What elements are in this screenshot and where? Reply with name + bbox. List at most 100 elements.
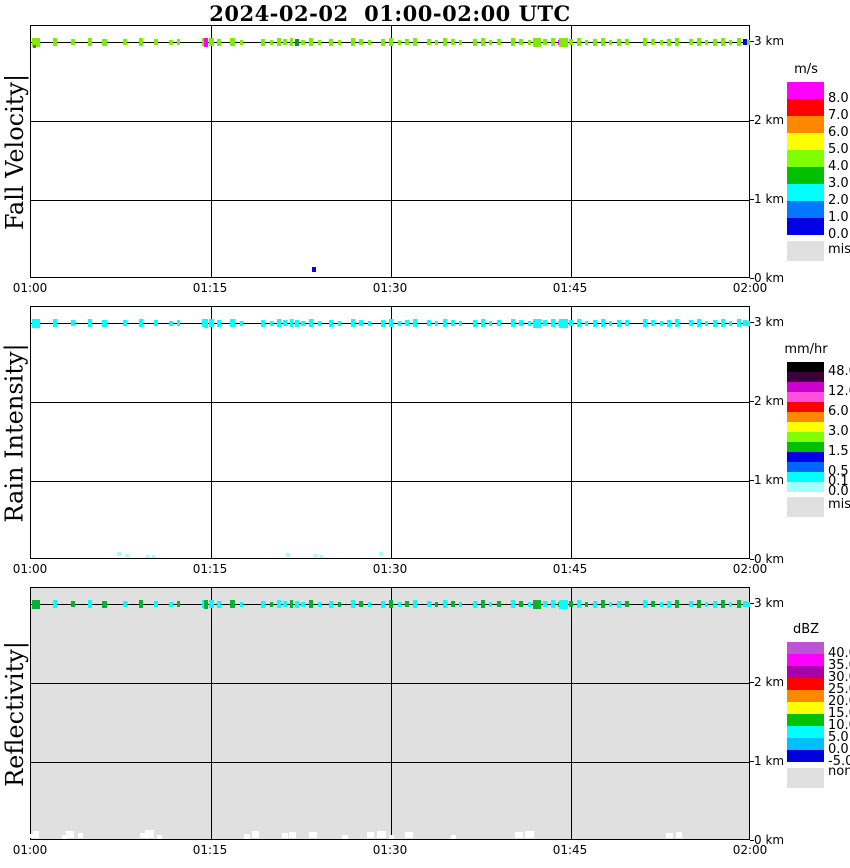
colorbar-unit-fall-velocity: m/s xyxy=(794,62,818,77)
data-mark xyxy=(283,320,287,326)
data-mark xyxy=(609,602,612,607)
data-mark xyxy=(289,832,296,838)
data-mark xyxy=(666,833,673,838)
data-mark xyxy=(747,602,750,607)
x-tick-label: 01:00 xyxy=(12,281,48,295)
data-mark xyxy=(154,601,158,607)
data-mark xyxy=(102,320,107,327)
data-mark xyxy=(729,602,732,607)
colorbar-segment xyxy=(787,678,824,690)
km-tick-stub xyxy=(750,761,754,762)
data-mark xyxy=(88,319,92,327)
data-mark xyxy=(329,320,333,327)
colorbar-segment xyxy=(787,372,824,382)
data-mark xyxy=(511,319,515,327)
data-mark xyxy=(88,38,92,46)
km-tick-label: 2 km xyxy=(754,113,785,127)
data-mark xyxy=(66,831,74,838)
data-mark xyxy=(123,601,127,607)
colorbar-unit-rain-intensity: mm/hr xyxy=(784,342,828,357)
data-mark xyxy=(177,39,180,45)
km-tick-label: 3 km xyxy=(754,315,785,329)
data-mark xyxy=(721,38,725,46)
data-mark xyxy=(451,601,455,607)
km-tick-stub xyxy=(750,401,754,402)
data-mark xyxy=(125,554,129,557)
data-mark xyxy=(389,319,393,327)
km-tick-label: 1 km xyxy=(754,192,785,206)
data-mark xyxy=(177,320,180,326)
ylabel-fall-velocity-text: Fall Velocity| xyxy=(1,73,29,230)
data-mark xyxy=(389,38,393,46)
data-mark xyxy=(270,321,273,326)
data-mark xyxy=(204,600,208,609)
data-mark xyxy=(261,39,265,46)
data-mark xyxy=(139,319,143,327)
data-mark xyxy=(261,601,265,608)
data-mark xyxy=(660,321,663,326)
data-mark xyxy=(413,319,417,327)
data-mark xyxy=(359,320,363,326)
data-mark xyxy=(204,319,208,328)
colorbar-segment xyxy=(787,116,824,133)
colorbar-segment xyxy=(787,218,824,235)
data-mark xyxy=(601,600,605,608)
data-mark xyxy=(270,602,273,607)
data-mark xyxy=(625,601,629,607)
data-mark xyxy=(743,39,747,45)
data-mark xyxy=(277,38,281,46)
x-tick-label: 01:00 xyxy=(12,562,48,576)
data-mark xyxy=(277,319,281,327)
colorbar-segment xyxy=(787,690,824,702)
data-mark xyxy=(459,321,462,326)
data-mark xyxy=(625,39,629,45)
data-mark xyxy=(593,39,597,46)
x-tick-label: 02:00 xyxy=(732,562,768,576)
colorbar-segment xyxy=(787,167,824,184)
data-mark xyxy=(145,830,154,838)
data-mark xyxy=(318,602,321,607)
x-tick-label: 01:30 xyxy=(372,843,408,857)
colorbar-value-label: 30.0 xyxy=(828,670,850,685)
chart-title: 2024-02-02 01:00-02:00 UTC xyxy=(209,1,571,26)
data-mark xyxy=(481,319,485,327)
data-mark xyxy=(252,831,259,838)
data-mark xyxy=(551,319,555,327)
data-mark xyxy=(146,555,149,558)
colorbar-segment xyxy=(787,726,824,738)
data-mark xyxy=(689,601,693,607)
colorbar-segment xyxy=(787,422,824,432)
data-mark xyxy=(660,40,663,45)
colorbar-value-label: 35.0 xyxy=(828,658,850,673)
data-mark xyxy=(381,601,385,608)
data-mark xyxy=(261,320,265,327)
colorbar-missing-label-fall-velocity: miss xyxy=(828,242,850,257)
data-mark xyxy=(729,40,732,45)
data-mark xyxy=(435,40,438,45)
data-mark xyxy=(519,39,523,45)
x-tick-label: 01:15 xyxy=(192,843,228,857)
colorbar-value-label: 4.0 xyxy=(828,159,849,174)
data-mark xyxy=(481,38,485,46)
data-mark xyxy=(139,38,143,46)
data-mark xyxy=(32,600,40,609)
gridline-horizontal xyxy=(31,402,749,403)
data-mark xyxy=(713,601,717,608)
data-mark xyxy=(301,602,305,607)
data-mark xyxy=(217,320,221,327)
data-mark xyxy=(313,554,318,557)
km-tick-label: 1 km xyxy=(754,754,785,768)
ylabel-reflectivity: Reflectivity| xyxy=(0,587,30,840)
x-tick-label: 01:00 xyxy=(12,843,48,857)
data-mark xyxy=(435,602,438,607)
km-tick-stub xyxy=(750,120,754,121)
data-mark xyxy=(30,834,34,838)
data-mark xyxy=(329,601,333,608)
km-tick-label: 1 km xyxy=(754,473,785,487)
data-mark xyxy=(617,601,621,608)
data-mark xyxy=(551,600,555,608)
colorbar-segment xyxy=(787,654,824,666)
data-mark xyxy=(209,38,214,46)
data-mark xyxy=(301,40,305,45)
data-mark xyxy=(62,835,67,839)
